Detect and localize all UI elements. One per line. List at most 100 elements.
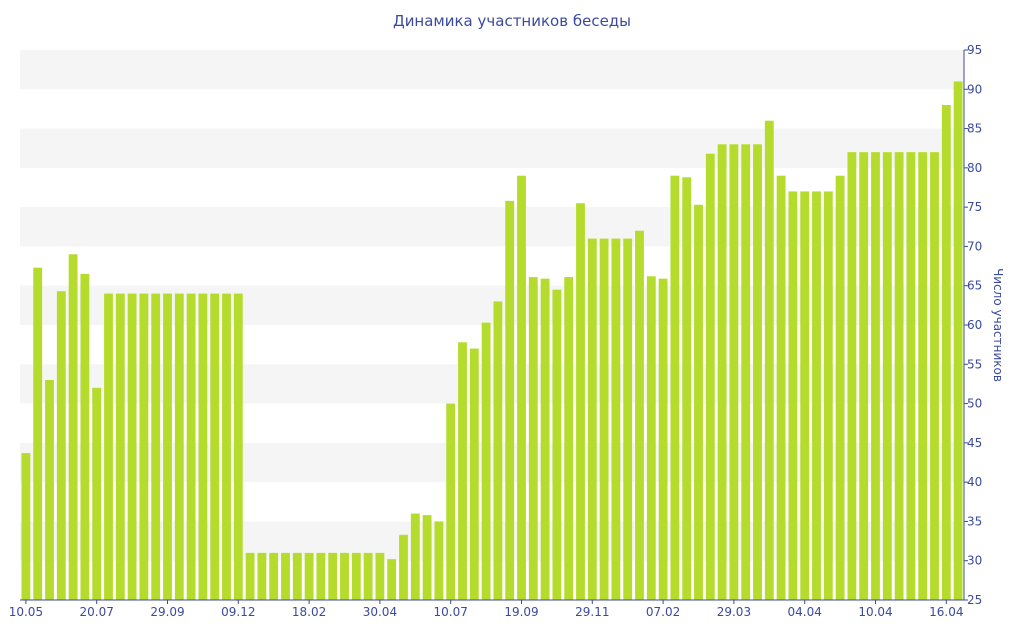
y-tick-label: 55 (967, 357, 982, 371)
bar (257, 552, 267, 600)
bar (540, 278, 550, 600)
y-tick-label: 75 (967, 200, 982, 214)
y-tick-label: 25 (967, 593, 982, 607)
bar (210, 293, 220, 600)
bar (552, 289, 562, 600)
bar (705, 153, 715, 600)
bar (635, 230, 644, 600)
bar (127, 293, 137, 600)
bar (351, 552, 361, 600)
bar (163, 293, 172, 600)
bar (800, 191, 810, 600)
bar (410, 513, 420, 600)
y-axis-title: Число участников (991, 268, 1005, 382)
x-axis-ticks: 10.05 20.07 29.09 09.12 18.02 30.04 10.07 19.09… (9, 600, 963, 619)
bar (304, 552, 314, 600)
x-tick-label: 19.09 (504, 605, 538, 619)
bar (930, 152, 939, 600)
x-tick-label: 20.07 (80, 605, 114, 619)
bar-series (21, 81, 963, 601)
x-tick-label: 29.03 (717, 605, 751, 619)
bar (847, 152, 857, 600)
bar (493, 301, 503, 600)
bar (823, 191, 833, 600)
y-tick-label: 85 (967, 122, 982, 136)
bar (764, 120, 774, 600)
bar (941, 105, 951, 600)
grid-band (20, 128, 964, 168)
bar (92, 387, 102, 600)
x-tick-label: 07.02 (646, 605, 680, 619)
x-tick-label: 29.11 (575, 605, 609, 619)
y-tick-label: 40 (967, 475, 982, 489)
bar (281, 552, 290, 600)
bar (422, 515, 432, 600)
bar (776, 175, 786, 600)
bar (139, 293, 149, 600)
bar (233, 293, 243, 600)
y-tick-label: 45 (967, 436, 982, 450)
grid-band (20, 364, 964, 404)
bar (68, 254, 78, 601)
bar (599, 238, 609, 601)
bar (576, 203, 585, 600)
x-tick-label: 30.04 (363, 605, 397, 619)
bar (682, 177, 692, 601)
bar (717, 144, 727, 601)
bar (151, 293, 161, 600)
bar (918, 152, 928, 600)
bar (245, 552, 255, 600)
bar (623, 238, 633, 601)
bar (33, 267, 43, 600)
bar (670, 175, 680, 600)
bar (564, 277, 574, 600)
bar (729, 144, 739, 601)
bar (458, 342, 467, 600)
bar (587, 238, 597, 601)
bar (528, 277, 538, 600)
x-tick-label: 04.04 (788, 605, 822, 619)
y-axis-ticks: 25 30 35 40 45 50 55 60 65 70 75 80 85 90 95 (964, 43, 982, 607)
x-tick-label: 29.09 (150, 605, 184, 619)
bar (115, 293, 125, 600)
x-tick-label: 10.07 (434, 605, 468, 619)
y-tick-label: 65 (967, 279, 982, 293)
grid-band (20, 521, 964, 561)
bar (340, 552, 349, 600)
grid-band (20, 285, 964, 325)
y-tick-label: 70 (967, 239, 982, 253)
bar (446, 403, 456, 600)
bar (906, 152, 916, 600)
bar (269, 552, 279, 600)
y-tick-label: 35 (967, 514, 982, 528)
bar (481, 322, 491, 600)
bar (694, 204, 703, 601)
bar (658, 278, 668, 600)
y-tick-label: 95 (967, 43, 982, 57)
x-tick-label: 09.12 (221, 605, 255, 619)
bar (469, 348, 479, 600)
bar (505, 200, 515, 600)
bar (45, 380, 54, 600)
bar (375, 552, 385, 600)
bar (741, 144, 751, 601)
bar (871, 152, 880, 600)
y-tick-label: 80 (967, 161, 982, 175)
x-tick-label: 10.04 (858, 605, 892, 619)
x-tick-label: 18.02 (292, 605, 326, 619)
bar (80, 273, 90, 600)
bar (434, 521, 444, 600)
bar (21, 453, 31, 600)
x-tick-label: 10.05 (9, 605, 43, 619)
bar (363, 552, 373, 600)
chart-title: Динамика участников беседы (392, 12, 632, 30)
bar (611, 238, 621, 601)
bar (292, 552, 302, 600)
bar (316, 552, 326, 600)
bar (788, 191, 798, 600)
y-tick-label: 50 (967, 397, 982, 411)
x-tick-label: 16.04 (929, 605, 963, 619)
bar (174, 293, 184, 600)
